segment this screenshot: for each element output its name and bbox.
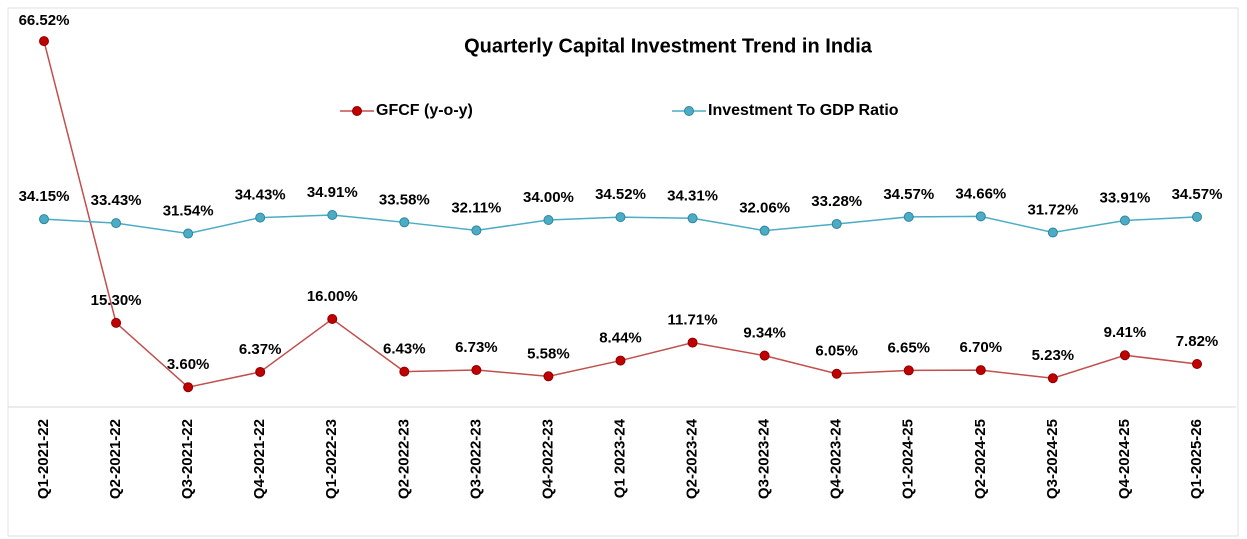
data-label: 32.06% xyxy=(739,200,790,217)
data-label: 34.57% xyxy=(883,186,934,203)
x-tick-label: Q4-2024-25 xyxy=(1116,419,1133,499)
data-label: 8.44% xyxy=(599,330,642,347)
data-label: 7.82% xyxy=(1176,333,1219,350)
data-point xyxy=(399,217,410,228)
data-label: 32.11% xyxy=(451,199,501,216)
x-tick-label: Q1-2025-26 xyxy=(1188,419,1205,499)
data-label: 34.00% xyxy=(523,189,574,206)
x-tick-label: Q1-2022-23 xyxy=(323,419,340,499)
data-point xyxy=(39,36,49,47)
data-label: 6.43% xyxy=(383,341,426,358)
x-tick-label: Q3-2022-23 xyxy=(467,419,484,499)
data-point xyxy=(975,365,986,376)
data-point xyxy=(111,317,122,328)
x-tick-label: Q1-2021-22 xyxy=(35,419,52,499)
data-label: 3.60% xyxy=(167,356,210,373)
data-label: 6.37% xyxy=(239,341,282,358)
data-point xyxy=(1192,358,1202,369)
data-label: 34.31% xyxy=(667,187,718,204)
data-label: 16.00% xyxy=(307,288,358,305)
x-tick-label: Q1-2024-25 xyxy=(900,419,917,499)
data-point xyxy=(183,228,194,239)
data-label: 34.57% xyxy=(1172,186,1223,203)
data-label: 6.05% xyxy=(815,343,858,360)
data-label: 5.58% xyxy=(527,345,570,362)
data-label: 5.23% xyxy=(1032,347,1075,364)
data-point xyxy=(759,350,770,361)
x-tick-label: Q4-2022-23 xyxy=(539,419,556,499)
data-point xyxy=(327,209,338,220)
data-label: 9.41% xyxy=(1104,324,1147,341)
legend-label: Investment To GDP Ratio xyxy=(708,102,899,119)
data-point xyxy=(615,212,626,223)
data-point xyxy=(327,314,338,324)
chart-title: Quarterly Capital Investment Trend in In… xyxy=(464,35,873,57)
data-point xyxy=(831,368,842,379)
x-tick-label: Q3-2023-24 xyxy=(756,418,773,499)
data-point xyxy=(903,211,914,222)
x-tick-label: Q2-2023-24 xyxy=(684,418,701,499)
data-label: 11.71% xyxy=(668,312,718,329)
data-label: 34.91% xyxy=(307,184,358,201)
data-point xyxy=(111,218,122,229)
data-label: 6.70% xyxy=(960,339,1003,356)
data-label: 66.52% xyxy=(19,12,70,29)
data-point xyxy=(975,211,986,222)
data-label: 33.91% xyxy=(1100,189,1151,206)
data-point xyxy=(471,364,482,375)
x-tick-label: Q1 2023-24 xyxy=(611,418,628,498)
data-label: 31.72% xyxy=(1027,202,1078,219)
data-point xyxy=(615,355,626,366)
legend-label: GFCF (y-o-y) xyxy=(376,102,473,119)
legend-marker xyxy=(352,106,362,116)
x-tick-label: Q4-2021-22 xyxy=(251,419,268,499)
data-point xyxy=(1119,350,1130,361)
data-point xyxy=(543,371,554,382)
data-point xyxy=(399,366,410,377)
data-point xyxy=(183,382,194,393)
data-label: 31.54% xyxy=(163,202,214,219)
data-label: 6.65% xyxy=(887,339,930,356)
x-tick-label: Q2-2022-23 xyxy=(395,419,412,499)
data-point xyxy=(1047,373,1058,384)
data-point xyxy=(687,213,698,224)
data-point xyxy=(1192,211,1202,222)
data-point xyxy=(1119,215,1130,226)
x-tick-label: Q2-2021-22 xyxy=(107,419,124,499)
data-point xyxy=(759,225,770,236)
data-label: 33.43% xyxy=(91,192,142,209)
x-tick-label: Q3-2024-25 xyxy=(1044,419,1061,499)
data-point xyxy=(255,212,266,223)
data-label: 15.30% xyxy=(91,292,142,309)
data-point xyxy=(39,214,49,225)
data-point xyxy=(1047,227,1058,238)
data-label: 33.28% xyxy=(811,193,862,210)
data-label: 33.58% xyxy=(379,191,430,208)
data-point xyxy=(471,225,482,236)
x-tick-label: Q3-2021-22 xyxy=(179,419,196,499)
data-label: 6.73% xyxy=(455,339,498,356)
data-label: 34.15% xyxy=(19,188,70,205)
chart-frame xyxy=(7,7,1239,537)
data-point xyxy=(255,366,266,377)
data-point xyxy=(687,337,698,348)
data-point xyxy=(831,218,842,229)
data-point xyxy=(543,215,554,225)
x-tick-label: Q2-2024-25 xyxy=(972,419,989,499)
data-label: 34.43% xyxy=(235,187,286,204)
data-point xyxy=(903,365,914,376)
x-tick-label: Q4-2023-24 xyxy=(828,418,845,499)
data-label: 34.52% xyxy=(595,186,646,203)
legend-marker xyxy=(684,106,694,116)
data-label: 9.34% xyxy=(743,325,786,342)
data-label: 34.66% xyxy=(955,185,1006,202)
